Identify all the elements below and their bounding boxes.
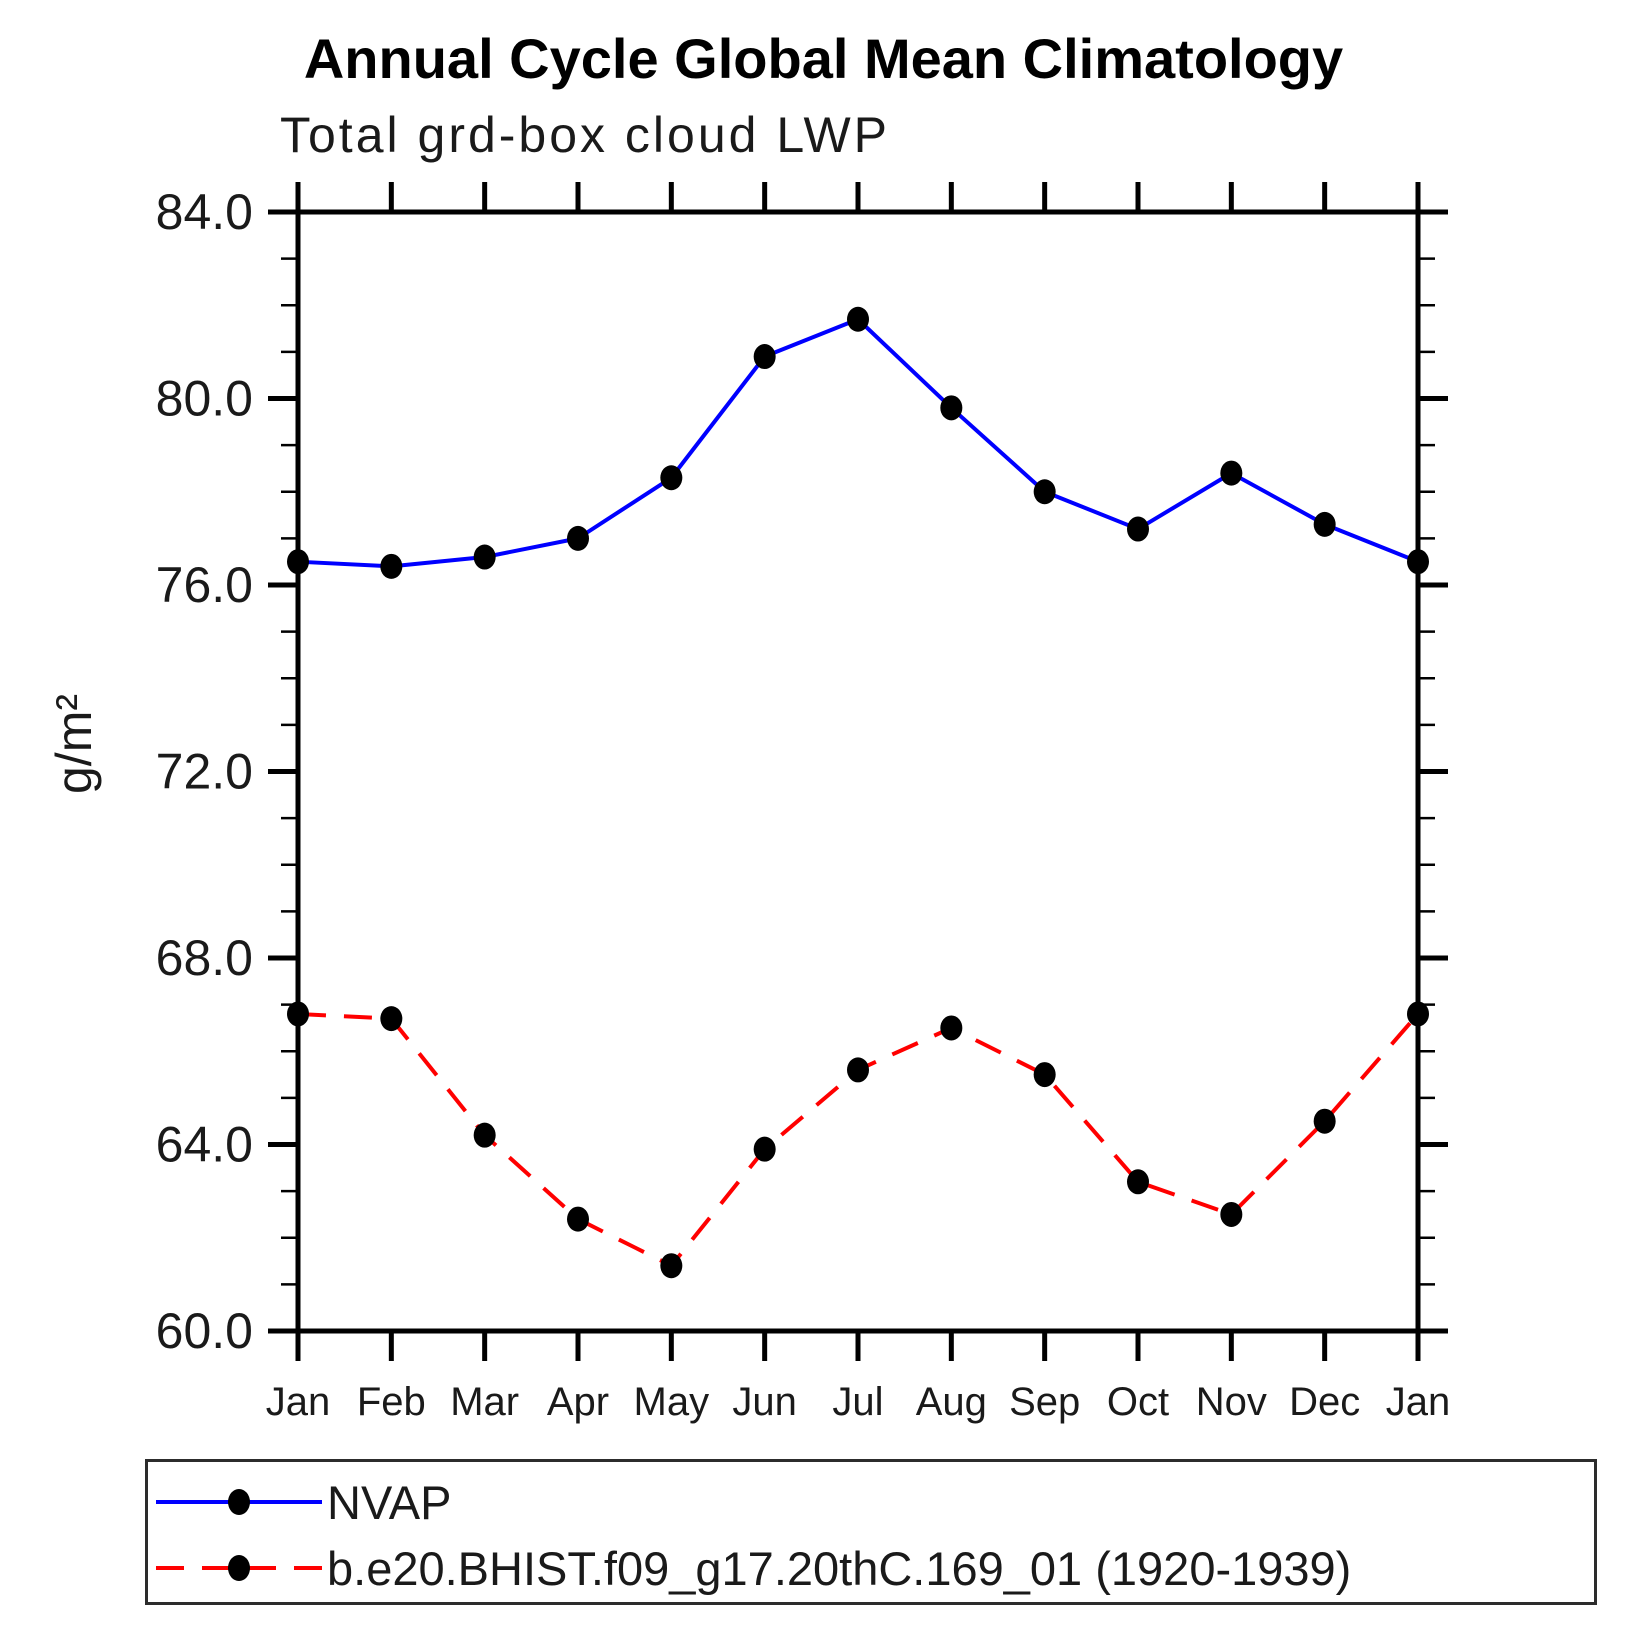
svg-text:Apr: Apr	[547, 1380, 609, 1424]
svg-text:Nov: Nov	[1196, 1380, 1267, 1424]
legend-label-nvap: NVAP	[327, 1475, 452, 1529]
svg-text:64.0: 64.0	[156, 1117, 253, 1173]
legend-label-model: b.e20.BHIST.f09_g17.20thC.169_01 (1920-1…	[327, 1541, 1352, 1595]
legend: NVAP b.e20.BHIST.f09_g17.20thC.169_01 (1…	[145, 1459, 1597, 1605]
svg-text:68.0: 68.0	[156, 930, 253, 986]
plot-frame	[295, 209, 1421, 1334]
svg-text:76.0: 76.0	[156, 557, 253, 613]
svg-text:Jan: Jan	[266, 1380, 331, 1424]
model-marker-icon	[228, 1555, 250, 1581]
svg-text:Dec: Dec	[1289, 1380, 1360, 1424]
svg-text:80.0: 80.0	[156, 371, 253, 427]
series-0	[287, 306, 1429, 579]
svg-text:Oct: Oct	[1107, 1380, 1169, 1424]
svg-text:Feb: Feb	[357, 1380, 426, 1424]
svg-text:72.0: 72.0	[156, 744, 253, 800]
svg-text:Jan: Jan	[1386, 1380, 1451, 1424]
svg-text:60.0: 60.0	[156, 1303, 253, 1359]
series-1	[287, 1001, 1429, 1279]
legend-item-model: b.e20.BHIST.f09_g17.20thC.169_01 (1920-1…	[154, 1542, 1351, 1595]
chart-subtitle: Total grd-box cloud LWP	[280, 107, 890, 163]
y-axis-ticks	[268, 209, 1448, 1334]
svg-text:May: May	[634, 1380, 710, 1424]
svg-text:Jul: Jul	[832, 1380, 883, 1424]
svg-text:84.0: 84.0	[156, 184, 253, 240]
svg-text:Mar: Mar	[450, 1380, 519, 1424]
nvap-marker-icon	[228, 1489, 250, 1515]
x-axis-ticks	[295, 182, 1421, 1361]
svg-text:Sep: Sep	[1009, 1380, 1080, 1424]
x-axis-tick-labels: Jan Feb Mar Apr May Jun Jul Aug Sep Oct Nov Dec Jan	[266, 1380, 1451, 1424]
nvap-line-sample	[156, 1489, 322, 1515]
svg-text:Jun: Jun	[732, 1380, 797, 1424]
chart-title: Annual Cycle Global Mean Climatology	[303, 27, 1344, 90]
legend-item-nvap: NVAP	[154, 1476, 452, 1529]
svg-text:Aug: Aug	[916, 1380, 987, 1424]
model-line-sample	[156, 1555, 322, 1581]
y-axis-tick-labels: 60.0 64.0 68.0 72.0 76.0 80.0 84.0	[156, 184, 253, 1359]
